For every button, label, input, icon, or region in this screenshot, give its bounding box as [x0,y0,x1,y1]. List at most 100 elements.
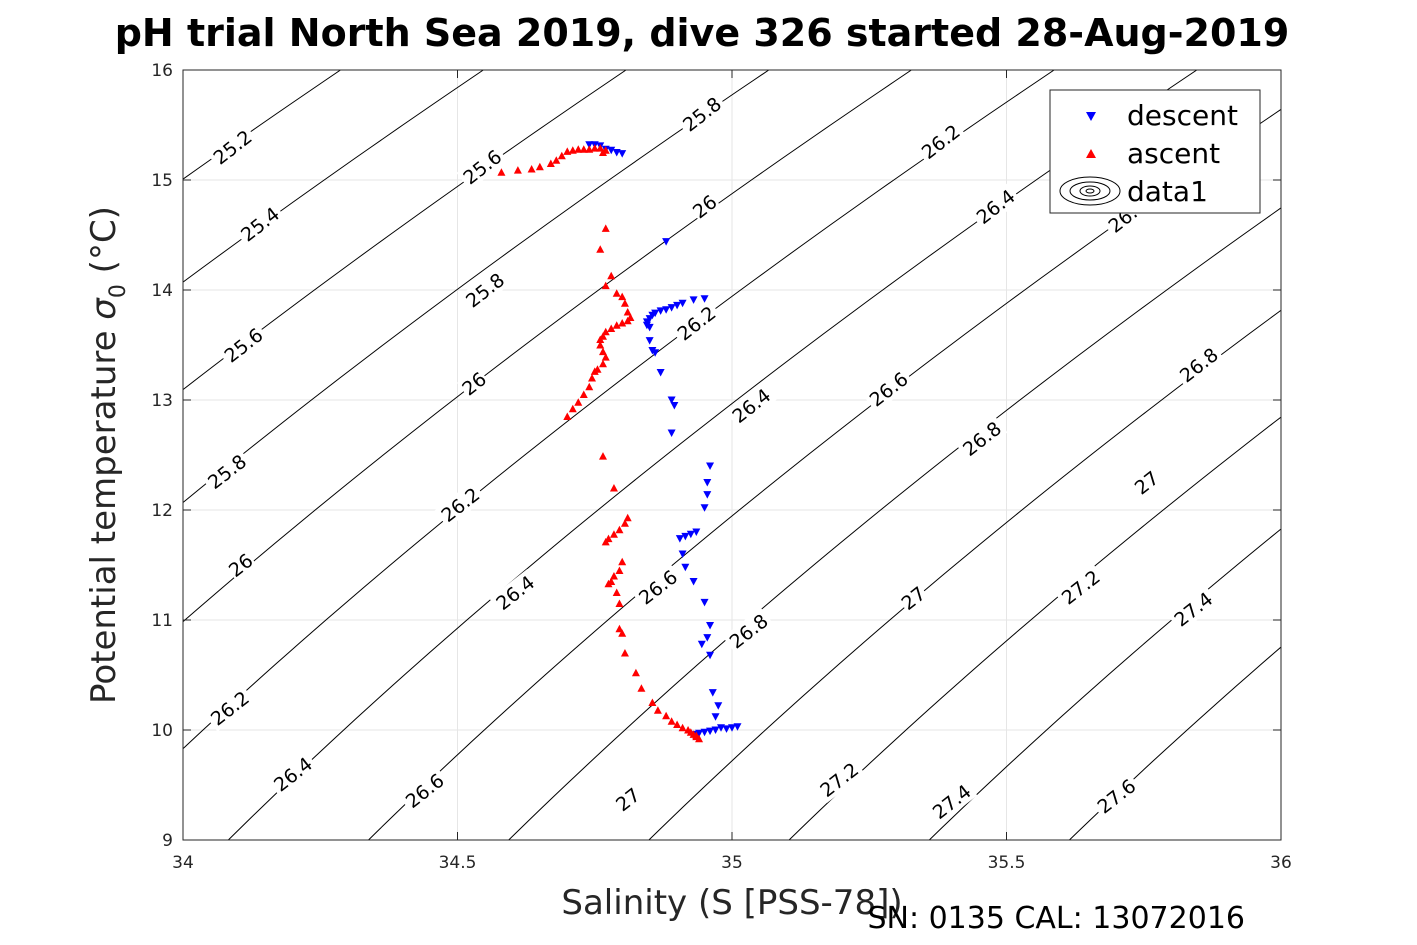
descent-point [686,530,695,539]
descent-point [733,723,742,731]
descent-point [673,301,682,310]
descent-point [700,598,709,607]
data-series [497,141,742,743]
y-tick-label: 16 [151,61,173,81]
contour-label-background [676,90,728,138]
x-tick-label: 36 [1270,853,1292,873]
ascent-point [609,484,618,492]
ascent-point [667,717,676,725]
ascent-point [615,624,624,633]
series-descent [585,141,742,739]
descent-point [681,532,690,541]
descent-point [667,396,676,404]
ascent-point [631,668,640,677]
descent-point [722,725,731,733]
ascent-point [612,321,621,329]
contour-label-background [722,607,775,655]
contour-label-background [398,767,451,814]
ascent-point [513,166,522,174]
x-tick-label: 34.5 [439,853,477,873]
descent-point [703,479,712,487]
ascent-point [618,629,627,637]
ascent-point [673,720,682,728]
serial-calibration-note: SN: 0135 CAL: 13072016 [867,901,1245,936]
contour-label-background [489,569,541,616]
contour-line [788,416,1281,840]
legend-ascent-label: ascent [1127,137,1220,170]
contour-label-background [223,548,258,582]
ascent-point [588,374,597,382]
ascent-point [620,649,629,657]
y-tick-label: 11 [151,611,173,631]
legend-data1-contour-icon [1059,176,1121,206]
ascent-point [574,145,583,153]
descent-point [670,402,679,410]
contour-label-background [610,782,645,816]
ascent-point [601,537,610,546]
contour-label-background [1173,341,1225,389]
ascent-point [596,335,605,343]
y-tick-label: 14 [151,281,173,301]
contour-label-background [217,321,270,369]
x-tick-label: 34 [172,853,194,873]
contour-line [1068,646,1281,840]
x-tick-label: 35 [721,853,743,873]
y-tick-label: 9 [162,831,173,851]
contour-label-background [632,563,684,611]
contour-line [183,70,1056,750]
ascent-point [609,572,618,580]
ascent-point [615,599,624,607]
descent-point [703,634,712,642]
ascent-point [598,359,607,368]
ascent-point [596,144,605,152]
ascent-point [623,513,632,522]
contour-label-background [1167,585,1219,633]
ascent-point [615,525,624,534]
y-axis-label: Potential temperature σ0 (°C) [84,206,131,704]
ascent-point [596,341,605,349]
contour-label-background [687,189,722,224]
contour-label-background [896,581,931,615]
ascent-point [596,245,605,253]
descent-point [706,622,715,630]
contour-label-background [204,684,256,732]
contour-label-background [670,299,722,347]
ascent-point [618,319,627,327]
descent-point [700,504,709,512]
contour-label-background [813,756,865,803]
ascent-point [546,159,555,167]
descent-point [708,689,717,697]
descent-point [662,238,671,246]
ascent-point [615,566,624,574]
contour-label-background [456,143,508,191]
contour-label-background [956,415,1008,462]
descent-point [697,640,706,649]
ascent-point [574,398,583,406]
axis-ticks: 34 34.5 35 35.5 36 9 10 11 12 13 14 15 16 [151,61,1291,873]
ascent-point [585,382,594,391]
ascent-point [623,316,632,325]
descent-point [607,146,616,155]
ascent-point [590,367,599,375]
series-ascent [497,144,704,743]
contour-label-background [925,778,978,825]
ascent-point [620,299,629,307]
contour-label-background [456,366,492,401]
descent-point [667,304,676,312]
descent-point [689,578,698,586]
grid-lines [182,69,1282,841]
ascent-point [620,519,629,527]
ascent-point [607,324,616,332]
ascent-point [637,684,646,692]
ascent-point [609,530,618,538]
legend-box [1049,89,1261,214]
density-contours [183,70,1281,840]
descent-point [645,323,654,332]
chart-title: pH trial North Sea 2019, dive 326 starte… [115,11,1290,55]
ascent-point [563,412,572,420]
descent-point [656,369,665,377]
contour-line [928,528,1281,840]
descent-point [689,296,698,304]
descent-point [678,550,687,558]
